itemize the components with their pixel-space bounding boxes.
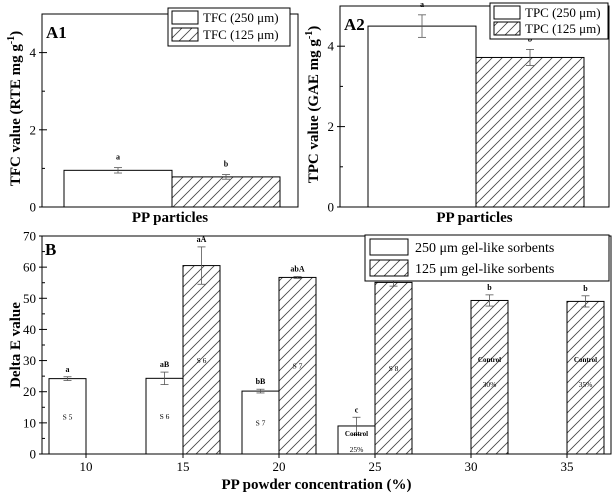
panel-a2-ytick-label: 4 xyxy=(328,39,335,54)
panel-b-bar-label: S 6 xyxy=(160,412,170,421)
panel-b-significance-label: aB xyxy=(160,360,170,369)
panel-a2-legend-entry: TPC (250 μm) xyxy=(525,5,601,20)
panel-a2-bar xyxy=(367,25,477,208)
panel-b-bar-label: Control xyxy=(345,430,368,438)
panel-a1-label: A1 xyxy=(46,23,67,42)
panel-b-bar-label: S 7 xyxy=(256,419,266,428)
panel-a1-ytick-label: 4 xyxy=(30,45,37,60)
panel-b-legend-entry: 250 μm gel-like sorbents xyxy=(415,241,554,256)
panel-b-xtick-label: 30 xyxy=(465,459,478,474)
panel-b-xtick-label: 15 xyxy=(177,459,190,474)
panel-b-bar-label: 25% xyxy=(350,445,364,454)
panel-b-y-axis-title: Delta E value xyxy=(8,302,24,388)
panel-a2-legend-swatch xyxy=(493,21,521,36)
panel-b-ytick-label: 70 xyxy=(23,229,36,244)
panel-b-bar-label: S 8 xyxy=(389,364,399,373)
panel-a1-x-axis-title: PP particles xyxy=(132,210,208,226)
panel-b-bar-label: S 7 xyxy=(293,362,303,371)
panel-a1-legend-swatch xyxy=(171,10,199,25)
panel-a2-x-axis-title: PP particles xyxy=(436,210,512,226)
panel-a1-legend-entry: TFC (250 μm) xyxy=(203,10,279,25)
panel-b-label: B xyxy=(45,240,56,259)
panel-a2-bar xyxy=(475,56,585,208)
panel-b-bar-label: S 6 xyxy=(197,356,207,365)
panel-b-bar-label: Control xyxy=(574,356,597,364)
panel-b-bar xyxy=(470,299,509,455)
panel-b-xtick-label: 35 xyxy=(561,459,574,474)
panel-b-legend-swatch xyxy=(369,238,409,256)
panel-b-bar-label: Control xyxy=(478,356,501,364)
panel-a1-legend-swatch xyxy=(171,27,199,42)
panel-b-significance-label: aA xyxy=(197,235,207,244)
panel-b-significance-label: bB xyxy=(256,377,266,386)
panel-b-bar xyxy=(145,377,184,455)
panel-b-significance-label: a xyxy=(66,365,70,374)
panel-b-legend-entry: 125 μm gel-like sorbents xyxy=(415,262,554,277)
panel-b-ytick-label: 40 xyxy=(23,322,36,337)
panel-b-ytick-label: 0 xyxy=(30,447,37,462)
panel-a1-legend-entry: TFC (125 μm) xyxy=(203,27,279,42)
panel-b-legend-swatch xyxy=(369,259,409,277)
panel-b-significance-label: b xyxy=(583,284,588,293)
panel-a1-bar xyxy=(171,176,281,208)
panel-b-bar xyxy=(278,276,317,455)
panel-b-bar-label: S 5 xyxy=(63,412,73,421)
panel-b-x-axis-title: PP powder concentration (%) xyxy=(221,477,411,493)
panel-a2-y-axis-title: TPC value (GAE mg g-1) xyxy=(304,26,322,184)
panel-b-significance-label: abA xyxy=(290,264,304,273)
panel-b-bar xyxy=(182,265,221,455)
panel-a1-ytick-label: 2 xyxy=(30,122,37,137)
panel-b-ytick-label: 10 xyxy=(23,415,36,430)
panel-b-ytick-label: 20 xyxy=(23,384,36,399)
panel-a2-ytick-label: 0 xyxy=(328,200,335,215)
panel-b-significance-label: c xyxy=(355,405,359,414)
panel-b-ytick-label: 30 xyxy=(23,353,36,368)
panel-a1-bar xyxy=(63,169,173,208)
panel-b-ytick-label: 50 xyxy=(23,291,36,306)
panel-a1-significance-label: b xyxy=(224,160,229,169)
panel-a2-legend-swatch xyxy=(493,5,521,20)
panel-b-xtick-label: 20 xyxy=(273,459,286,474)
panel-b-bar xyxy=(48,378,87,455)
panel-a1-significance-label: a xyxy=(116,153,120,162)
panel-a2-legend-entry: TPC (125 μm) xyxy=(525,21,601,36)
panel-b-bar-label: 30% xyxy=(483,380,497,389)
panel-b-bar xyxy=(374,281,413,455)
panel-b-ytick-label: 60 xyxy=(23,260,36,275)
panel-b-significance-label: b xyxy=(487,283,492,292)
panel-a2-ytick-label: 2 xyxy=(328,119,335,134)
panel-a1-y-axis-title: TFC value (RTE mg g-1) xyxy=(6,31,24,186)
panel-a2-significance-label: a xyxy=(420,0,424,9)
panel-b-bar-label: 35% xyxy=(579,380,593,389)
panel-b-xtick-label: 10 xyxy=(80,459,93,474)
panel-b-xtick-label: 25 xyxy=(369,459,382,474)
panel-a1-ytick-label: 0 xyxy=(30,200,37,215)
panel-b-bar xyxy=(566,300,605,455)
panel-a2-label: A2 xyxy=(344,15,365,34)
panel-b-bar xyxy=(241,390,280,455)
